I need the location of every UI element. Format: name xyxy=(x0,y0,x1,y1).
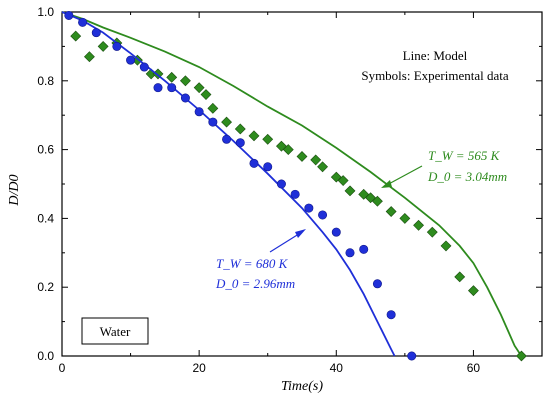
y-tick-label: 0.0 xyxy=(37,349,54,363)
data-point-diamond xyxy=(310,154,322,166)
data-point-diamond xyxy=(317,161,328,173)
y-tick-label: 0.4 xyxy=(37,211,54,225)
data-point-diamond xyxy=(84,51,95,63)
data-point-diamond xyxy=(70,30,82,42)
model-line-0 xyxy=(61,11,523,357)
y-tick-label: 0.6 xyxy=(37,143,54,157)
data-point-circle xyxy=(78,17,88,27)
x-axis-title: Time(s) xyxy=(281,379,323,394)
data-point-circle xyxy=(126,55,136,65)
data-point-circle xyxy=(91,28,101,38)
data-point-diamond xyxy=(97,40,109,52)
data-point-diamond xyxy=(207,102,219,114)
y-tick-label: 1.0 xyxy=(37,5,54,19)
data-point-diamond xyxy=(468,285,479,297)
plot-area: 0 20 40 60 0.0 0.2 0.4 0.6 0.8 1.0 xyxy=(37,5,543,375)
legend-note-line1: Line: Model xyxy=(403,48,468,63)
y-tick-label: 0.8 xyxy=(37,74,54,88)
fluid-label: Water xyxy=(100,324,131,339)
data-point-diamond xyxy=(282,144,294,156)
data-point-circle xyxy=(318,210,328,220)
x-tick-label: 40 xyxy=(330,361,344,375)
x-tick-label: 0 xyxy=(59,361,66,375)
data-point-circle xyxy=(112,41,122,51)
data-point-circle xyxy=(180,93,190,103)
data-point-diamond xyxy=(166,71,178,83)
plot-frame xyxy=(61,11,543,357)
x-tick-label: 20 xyxy=(192,361,206,375)
data-point-circle xyxy=(304,203,314,213)
data-point-circle xyxy=(167,83,177,93)
fluid-label-box xyxy=(81,317,149,345)
data-point-diamond xyxy=(454,271,466,283)
data-point-circle xyxy=(64,10,74,20)
annotation-green-arrowhead xyxy=(381,180,392,188)
data-point-circle xyxy=(222,134,232,144)
data-point-diamond xyxy=(385,206,397,217)
annotation-green-arrow xyxy=(384,165,423,187)
data-point-diamond xyxy=(344,185,356,197)
data-point-diamond xyxy=(180,75,191,87)
data-point-circle xyxy=(194,107,204,117)
x-tick-label: 60 xyxy=(467,361,481,375)
data-point-circle xyxy=(359,244,369,254)
annotation-blue-line2: D_0 = 2.96mm xyxy=(215,276,295,291)
data-point-circle xyxy=(290,189,300,199)
data-point-diamond xyxy=(337,175,349,186)
data-point-diamond xyxy=(372,195,383,207)
data-point-circle xyxy=(407,351,417,361)
data-point-diamond xyxy=(440,240,452,252)
data-point-circle xyxy=(208,117,218,127)
data-point-diamond xyxy=(193,82,205,94)
y-axis-title: D/D0 xyxy=(7,174,22,206)
data-point-circle xyxy=(263,162,273,172)
data-point-circle xyxy=(153,83,163,93)
data-point-circle xyxy=(139,62,149,72)
data-point-diamond xyxy=(413,219,424,231)
annotation-green-line1: T_W = 565 K xyxy=(428,148,501,163)
data-point-circle xyxy=(386,310,396,320)
data-point-circle xyxy=(235,138,245,148)
legend-note-line2: Symbols: Experimental data xyxy=(361,68,509,83)
data-point-diamond xyxy=(248,130,260,142)
annotation-blue-arrowhead xyxy=(295,229,306,238)
data-point-circle xyxy=(249,158,259,168)
annotation-blue-line1: T_W = 680 K xyxy=(216,256,289,271)
data-point-diamond xyxy=(262,133,274,145)
annotation-blue-arrow xyxy=(269,231,303,253)
data-point-circle xyxy=(372,279,382,289)
data-point-diamond xyxy=(399,212,411,224)
data-point-diamond xyxy=(200,89,212,100)
data-point-diamond xyxy=(296,151,308,162)
data-point-circle xyxy=(276,179,286,189)
data-point-diamond xyxy=(426,226,438,238)
data-point-diamond xyxy=(221,116,232,128)
data-point-circle xyxy=(331,227,341,237)
y-tick-label: 0.2 xyxy=(37,280,54,294)
data-point-diamond xyxy=(516,350,527,362)
annotation-green-line2: D_0 = 3.04mm xyxy=(427,169,507,184)
data-point-circle xyxy=(345,248,355,258)
data-point-diamond xyxy=(234,123,246,135)
